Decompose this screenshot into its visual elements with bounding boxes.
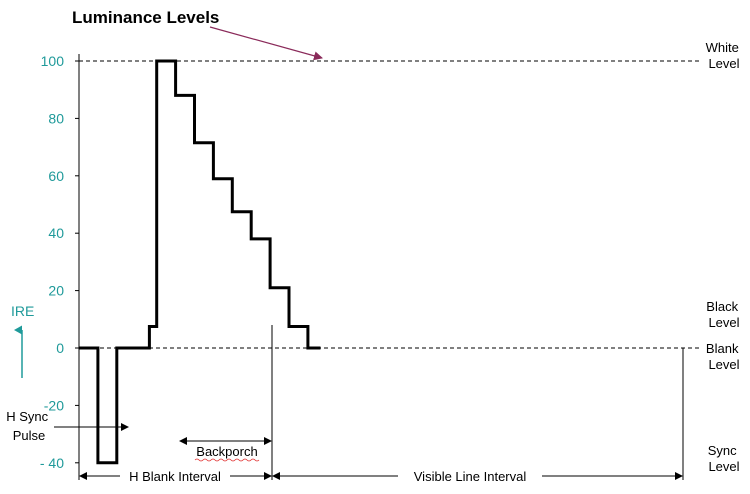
y-axis-label: IRE — [11, 303, 34, 319]
white-level-label: White Level — [706, 40, 743, 71]
y-tick-label: 100 — [41, 53, 65, 69]
h-blank-interval-label: H Blank Interval — [129, 469, 221, 484]
blank-level-label: Blank Level — [706, 341, 742, 372]
chart-title: Luminance Levels — [72, 8, 219, 27]
backporch-spellcheck-underline — [194, 458, 260, 462]
y-tick-label: 80 — [48, 110, 64, 126]
y-tick-labels: 100 80 60 40 20 0 -20 - 40 — [40, 53, 79, 471]
y-tick-label: 0 — [56, 340, 64, 356]
y-tick-label: 60 — [48, 168, 64, 184]
title-pointer-arrow — [209, 26, 323, 61]
y-tick-label: -20 — [44, 397, 64, 413]
visible-line-interval-label: Visible Line Interval — [414, 469, 527, 484]
y-tick-label: 40 — [48, 225, 64, 241]
black-level-label: Black Level — [706, 299, 741, 330]
backporch-label: Backporch — [196, 444, 257, 459]
h-sync-pulse-label: H Sync Pulse — [6, 409, 52, 443]
y-tick-label: 20 — [48, 283, 64, 299]
y-tick-label: - 40 — [40, 455, 64, 471]
sync-level-label: Sync Level — [708, 443, 741, 474]
backporch-label-bg — [193, 443, 263, 459]
luminance-waveform — [79, 59, 321, 465]
